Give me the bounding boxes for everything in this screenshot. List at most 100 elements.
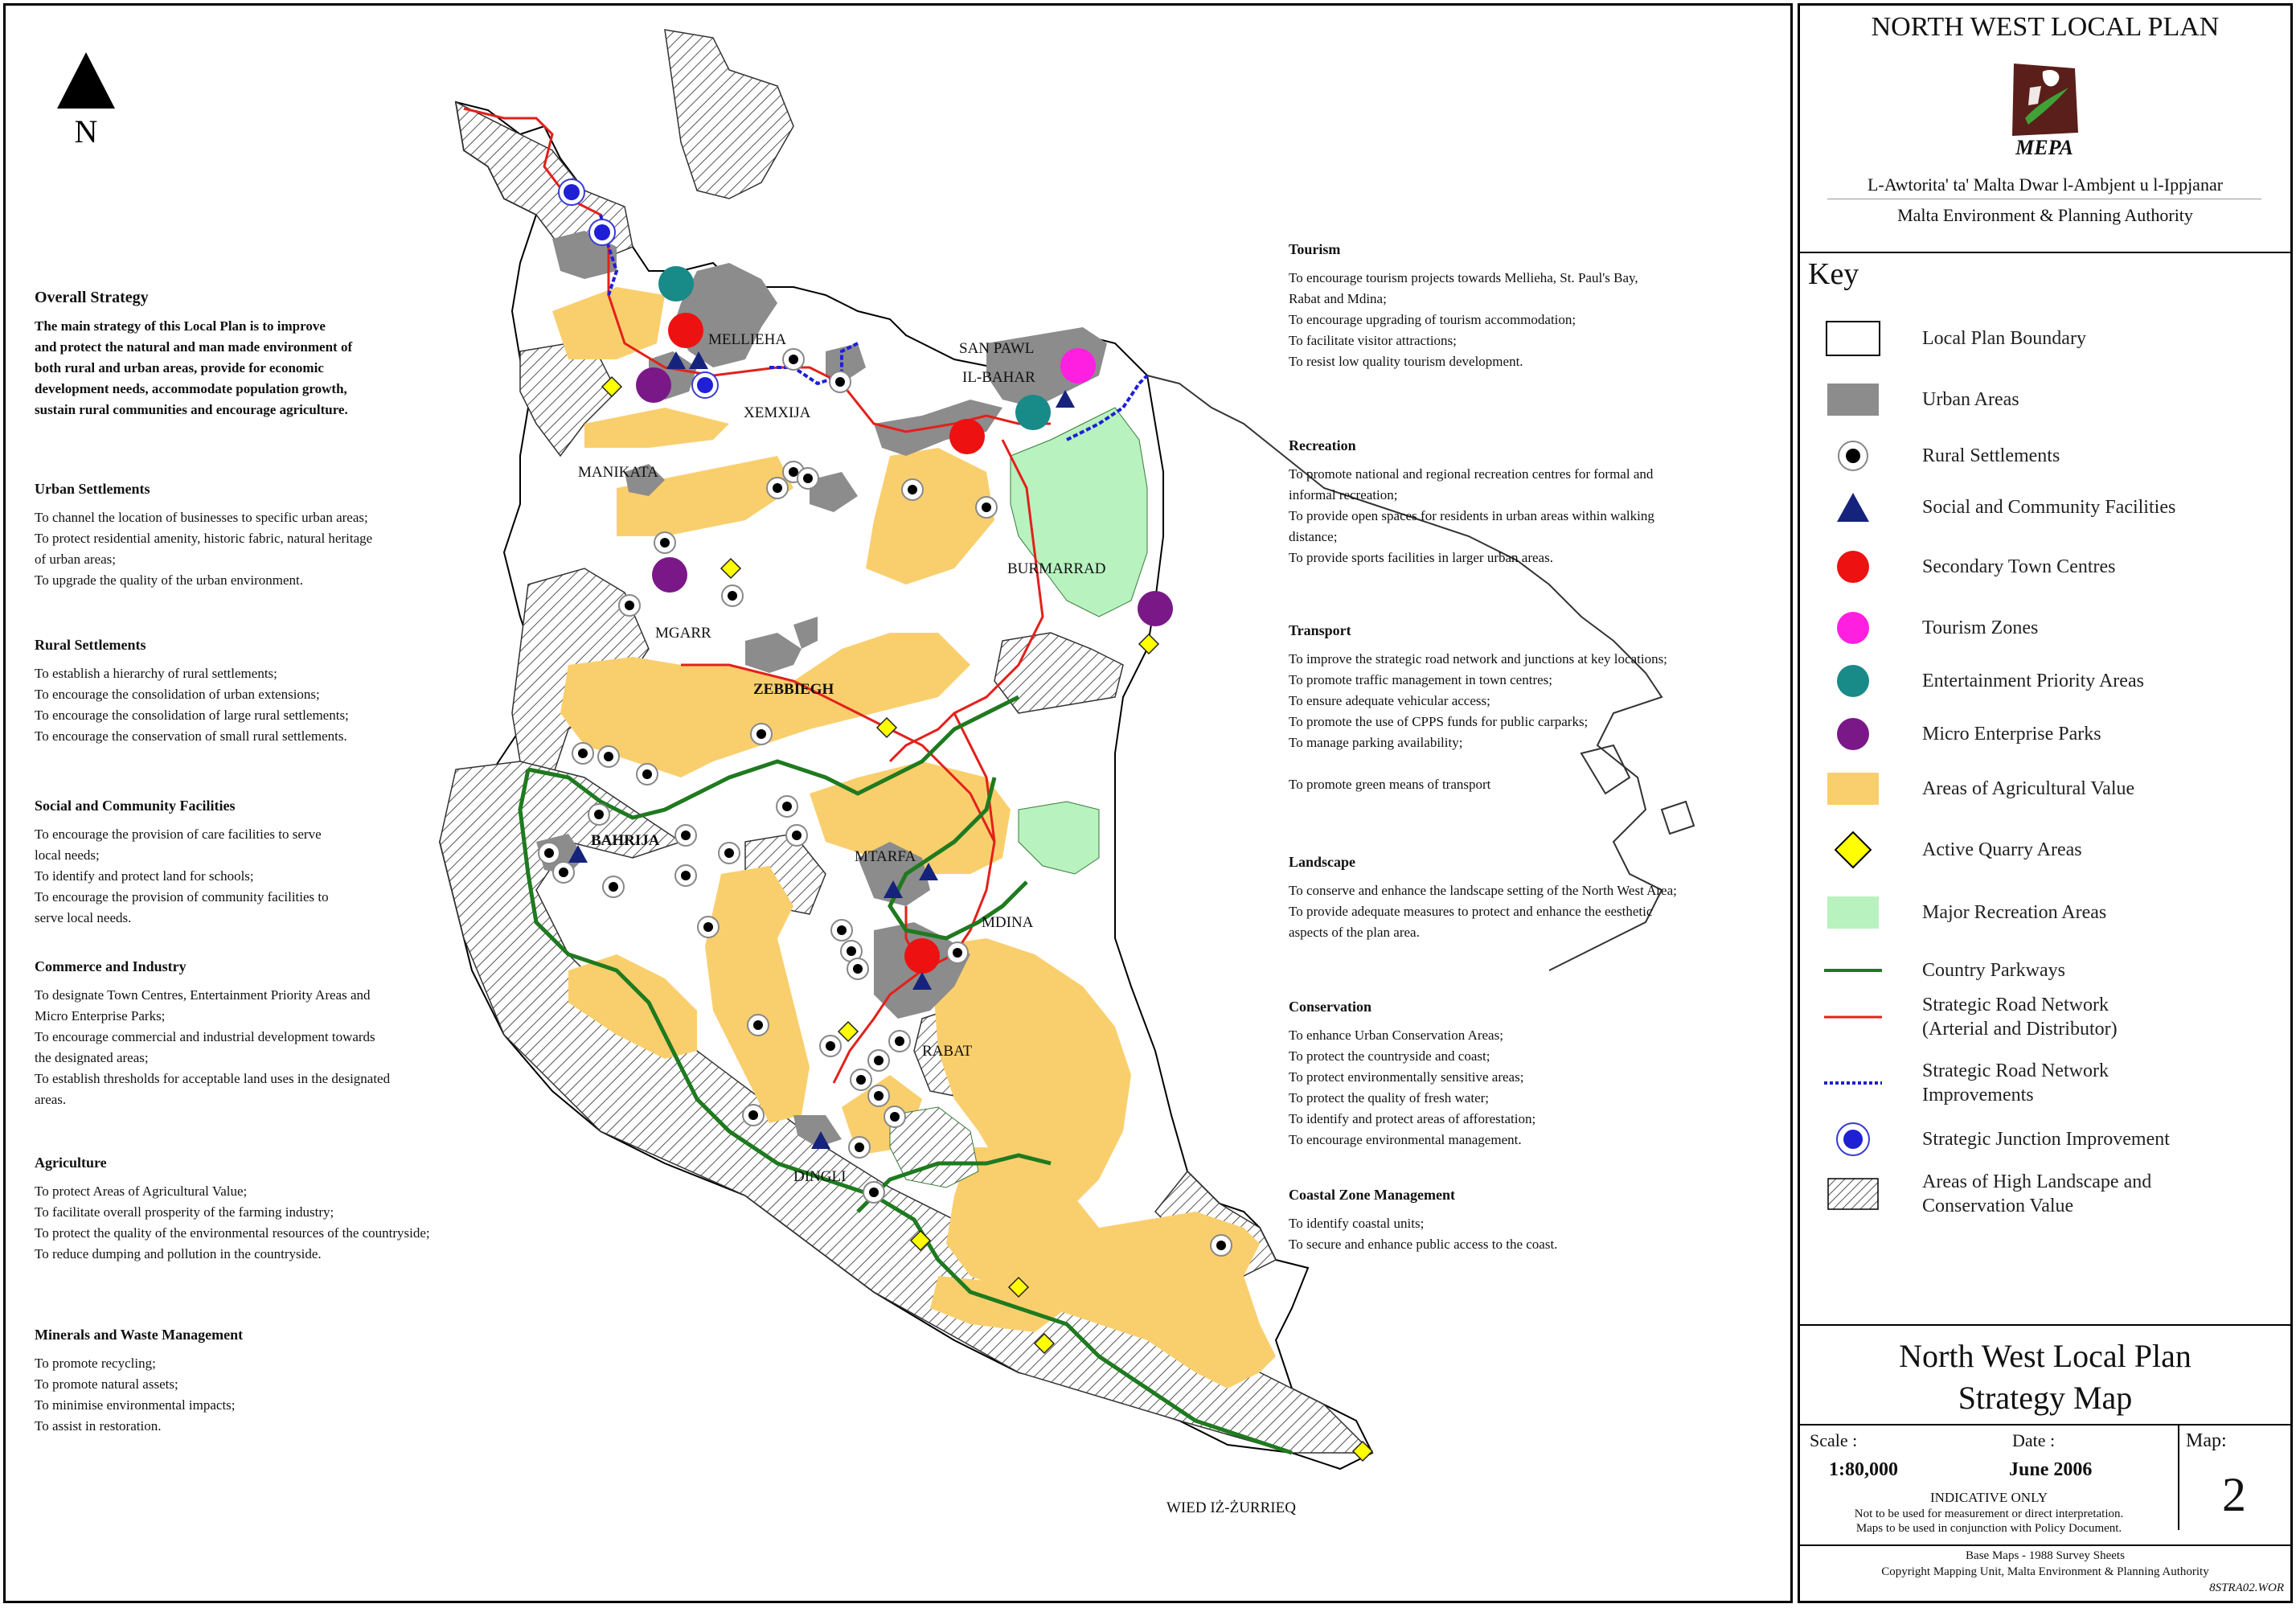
- base-maps-note: Base Maps - 1988 Survey Sheets: [1966, 1549, 2125, 1562]
- tourism-zone: [1060, 348, 1096, 384]
- tourism-body: To encourage tourism projects towards Me…: [1289, 270, 1638, 369]
- date-value: June 2006: [2009, 1459, 2093, 1480]
- scale-value: 1:80,000: [1829, 1459, 1898, 1480]
- rural-icon: [1824, 437, 1882, 475]
- key-item-diamond: Active Quarry Areas: [1824, 826, 2082, 874]
- conservation-body: To enhance Urban Conservation Areas; To …: [1289, 1028, 1536, 1147]
- blue-dashed-icon: [1824, 1064, 1882, 1102]
- social-heading: Social and Community Facilities: [35, 798, 236, 814]
- agriculture-heading: Agriculture: [35, 1155, 107, 1171]
- map-title-line-1: North West Local Plan: [1899, 1338, 2191, 1374]
- key-item-boundary: Local Plan Boundary: [1824, 314, 2086, 363]
- key-item-agri: Areas of Agricultural Value: [1824, 765, 2134, 813]
- label-mgarr: MGARR: [655, 625, 711, 642]
- map-label: Map:: [2186, 1430, 2227, 1451]
- section-rural: Rural Settlements To establish a hierarc…: [35, 634, 485, 747]
- rural-settlements: [538, 348, 1232, 1257]
- key-item-teal-dot: Entertainment Priority Areas: [1824, 657, 2144, 705]
- urban-body: To channel the location of businesses to…: [35, 510, 373, 588]
- magenta-dot-icon: [1824, 609, 1882, 647]
- micro-enterprise-parks: [636, 367, 1173, 626]
- landscape-heading: Landscape: [1289, 854, 1356, 870]
- transport-heading: Transport: [1289, 622, 1351, 638]
- label-mtarfa: MTARFA: [855, 848, 916, 865]
- key-item-rural: Rural Settlements: [1824, 432, 2060, 480]
- date-label: Date :: [2012, 1430, 2056, 1450]
- section-agriculture: Agriculture To protect Areas of Agricult…: [35, 1152, 485, 1265]
- diamond-icon: [1824, 831, 1882, 869]
- key-item-label: Strategic Road Network (Arterial and Dis…: [1922, 995, 2118, 1040]
- key-item-label: Social and Community Facilities: [1922, 497, 2176, 518]
- key-item-label: Local Plan Boundary: [1922, 328, 2086, 349]
- rural-body: To establish a hierarchy of rural settle…: [35, 666, 349, 744]
- label-zebbiegh: ZEBBIEGH: [753, 681, 834, 698]
- label-xemxija: XEMXIJA: [744, 404, 811, 421]
- teal-dot-icon: [1824, 662, 1882, 700]
- recreation-heading: Recreation: [1289, 437, 1356, 453]
- section-transport: Transport To improve the strategic road …: [1289, 620, 1739, 795]
- key-item-urban: Urban Areas: [1824, 375, 2019, 424]
- key-item-label: Areas of Agricultural Value: [1922, 778, 2135, 799]
- north-arrow-icon: [57, 52, 115, 109]
- section-urban: Urban Settlements To channel the locatio…: [35, 478, 485, 591]
- key-item-blue-dot: Strategic Junction Improvement: [1824, 1115, 2170, 1163]
- disclaimer-2: Maps to be used in conjunction with Poli…: [1855, 1522, 2122, 1535]
- red-dot-icon: [1824, 548, 1882, 586]
- label-bahrija: BAHRIJA: [591, 832, 660, 849]
- key-item-label: Active Quarry Areas: [1922, 839, 2082, 860]
- urban-icon: [1824, 380, 1882, 419]
- copyright-note: Copyright Mapping Unit, Malta Environmen…: [1881, 1565, 2209, 1578]
- urban-heading: Urban Settlements: [35, 481, 150, 497]
- commerce-heading: Commerce and Industry: [35, 958, 187, 974]
- recreation-areas: [889, 407, 1148, 1188]
- legend-panel: NORTH WEST LOCAL PLAN MEPA L-Awtorita' t…: [1798, 3, 2293, 1603]
- authority-maltese: L-Awtorita' ta' Malta Dwar l-Ambjent u l…: [1867, 174, 2224, 195]
- key-item-label: Major Recreation Areas: [1922, 902, 2107, 923]
- key-item-label: Tourism Zones: [1922, 617, 2039, 638]
- conservation-heading: Conservation: [1289, 999, 1371, 1015]
- divider: [1800, 1424, 2290, 1425]
- red-line-icon: [1824, 998, 1882, 1036]
- social-community-facilities: [568, 351, 1075, 1149]
- mepa-logo: MEPA: [2006, 55, 2083, 160]
- section-coastal: Coastal Zone Management To identify coas…: [1289, 1184, 1739, 1255]
- divider: [2178, 1424, 2179, 1530]
- coastal-heading: Coastal Zone Management: [1289, 1187, 1455, 1203]
- boundary-icon: [1824, 319, 1882, 358]
- mepa-logo-text: MEPA: [2015, 136, 2073, 159]
- key-item-red-line: Strategic Road Network (Arterial and Dis…: [1824, 993, 2118, 1041]
- label-san-pawl: SAN PAWL: [959, 340, 1035, 357]
- label-rabat: RABAT: [922, 1043, 973, 1060]
- strategic-junction-improvements: [558, 178, 719, 399]
- recreation-icon: [1824, 893, 1882, 932]
- section-tourism: Tourism To encourage tourism projects to…: [1289, 239, 1739, 372]
- divider: [1800, 1324, 2290, 1326]
- label-wied-iz-zurrieq: WIED IŻ-ŻURRIEQ: [1166, 1499, 1296, 1516]
- hatch-icon: [1824, 1175, 1882, 1213]
- disclaimer-1: Not to be used for measurement or direct…: [1854, 1508, 2124, 1520]
- blue-dot-icon: [1824, 1120, 1882, 1159]
- map-number: 2: [2222, 1468, 2246, 1521]
- label-burmarrad: BURMARRAD: [1007, 560, 1106, 577]
- key-item-label: Strategic Road Network Improvements: [1922, 1060, 2109, 1106]
- landscape-body: To conserve and enhance the landscape se…: [1289, 883, 1677, 940]
- key-item-green-line: Country Parkways: [1824, 946, 2065, 995]
- section-social: Social and Community Facilities To encou…: [35, 795, 485, 929]
- key-item-magenta-dot: Tourism Zones: [1824, 604, 2038, 652]
- key-item-label: Rural Settlements: [1922, 445, 2060, 466]
- section-recreation: Recreation To promote national and regio…: [1289, 435, 1739, 568]
- overall-heading: Overall Strategy: [35, 289, 149, 306]
- label-mdina: MDINA: [982, 914, 1034, 931]
- rural-heading: Rural Settlements: [35, 637, 146, 653]
- strategic-road-network: [463, 107, 1051, 1084]
- section-conservation: Conservation To enhance Urban Conservati…: [1289, 996, 1739, 1151]
- key-item-label: Urban Areas: [1922, 389, 2019, 410]
- minerals-body: To promote recycling; To promote natural…: [35, 1356, 236, 1434]
- scale-label: Scale :: [1810, 1430, 1858, 1450]
- key-title: Key: [1808, 257, 1859, 291]
- label-dingli: DINGLI: [793, 1168, 847, 1185]
- coastal-body: To identify coastal units; To secure and…: [1289, 1216, 1558, 1252]
- file-code: 8STRA02.WOR: [2209, 1581, 2284, 1594]
- key-item-red-dot: Secondary Town Centres: [1824, 543, 2116, 591]
- label-manikata: MANIKATA: [578, 464, 658, 481]
